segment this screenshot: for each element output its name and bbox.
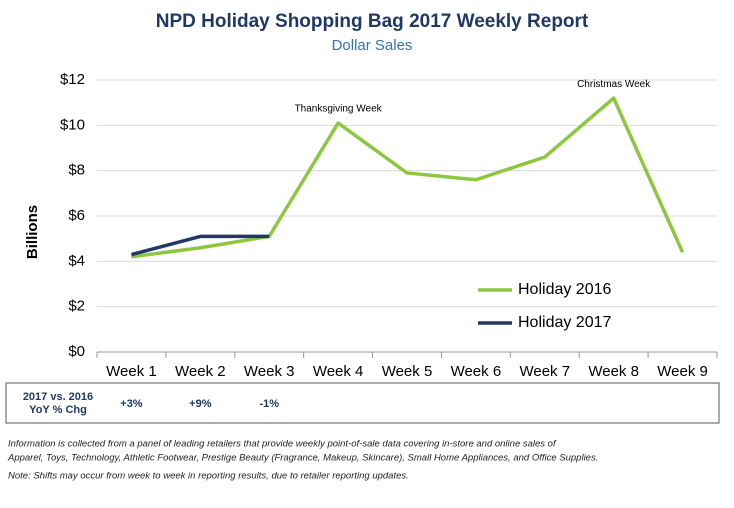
x-tick-label: Week 2 [175, 363, 226, 380]
series-line [131, 96, 685, 259]
x-tick-label: Week 5 [382, 363, 433, 380]
y-tick-label: $0 [68, 343, 85, 360]
y-tick-label: $10 [60, 116, 85, 133]
x-tick-label: Week 3 [244, 363, 295, 380]
x-tick-label: Week 6 [451, 363, 502, 380]
y-axis-label: Billions [24, 205, 41, 259]
footnote: Information is collected from a panel of… [8, 439, 557, 450]
chart-title: NPD Holiday Shopping Bag 2017 Weekly Rep… [156, 11, 589, 32]
x-tick-label: Week 9 [657, 363, 708, 380]
yoy-box [5, 382, 720, 424]
footnote: Apparel, Toys, Technology, Athletic Foot… [7, 453, 598, 464]
legend-label: Holiday 2016 [518, 281, 612, 298]
annotation: Thanksgiving Week [295, 104, 383, 115]
series-line [130, 234, 270, 257]
x-tick-label: Week 1 [106, 363, 157, 380]
y-tick-label: $2 [68, 298, 85, 315]
annotation: Christmas Week [577, 79, 651, 90]
legend-label: Holiday 2017 [518, 314, 612, 331]
x-tick-label: Week 8 [588, 363, 639, 380]
yoy-label: 2017 vs. 2016 [23, 391, 93, 403]
x-tick-label: Week 7 [519, 363, 570, 380]
yoy-value: -1% [259, 398, 279, 410]
x-tick-label: Week 4 [313, 363, 364, 380]
yoy-value: +3% [120, 398, 143, 410]
chart-subtitle: Dollar Sales [332, 37, 413, 54]
y-tick-label: $12 [60, 71, 85, 88]
yoy-label: YoY % Chg [29, 404, 87, 416]
y-tick-label: $4 [68, 252, 85, 269]
y-tick-label: $8 [68, 162, 85, 179]
footnote: Note: Shifts may occur from week to week… [8, 471, 409, 482]
yoy-value: +9% [189, 398, 212, 410]
y-tick-label: $6 [68, 207, 85, 224]
